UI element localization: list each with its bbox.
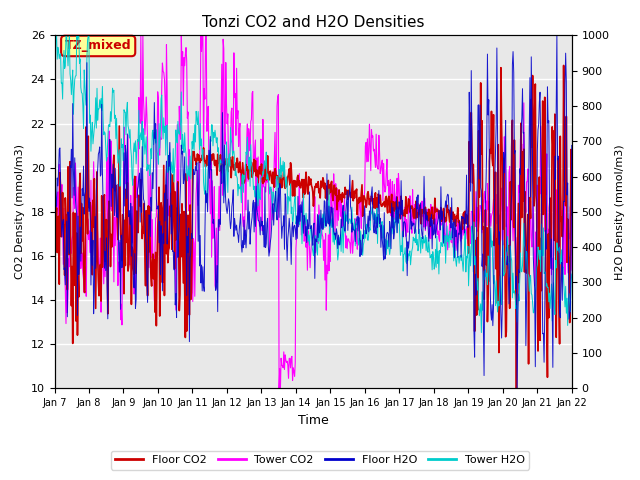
Legend: Floor CO2, Tower CO2, Floor H2O, Tower H2O: Floor CO2, Tower CO2, Floor H2O, Tower H…: [111, 451, 529, 469]
Y-axis label: H2O Density (mmol/m3): H2O Density (mmol/m3): [615, 144, 625, 280]
X-axis label: Time: Time: [298, 414, 328, 427]
Text: TZ_mixed: TZ_mixed: [65, 39, 131, 52]
Title: Tonzi CO2 and H2O Densities: Tonzi CO2 and H2O Densities: [202, 15, 424, 30]
Y-axis label: CO2 Density (mmol/m3): CO2 Density (mmol/m3): [15, 144, 25, 279]
